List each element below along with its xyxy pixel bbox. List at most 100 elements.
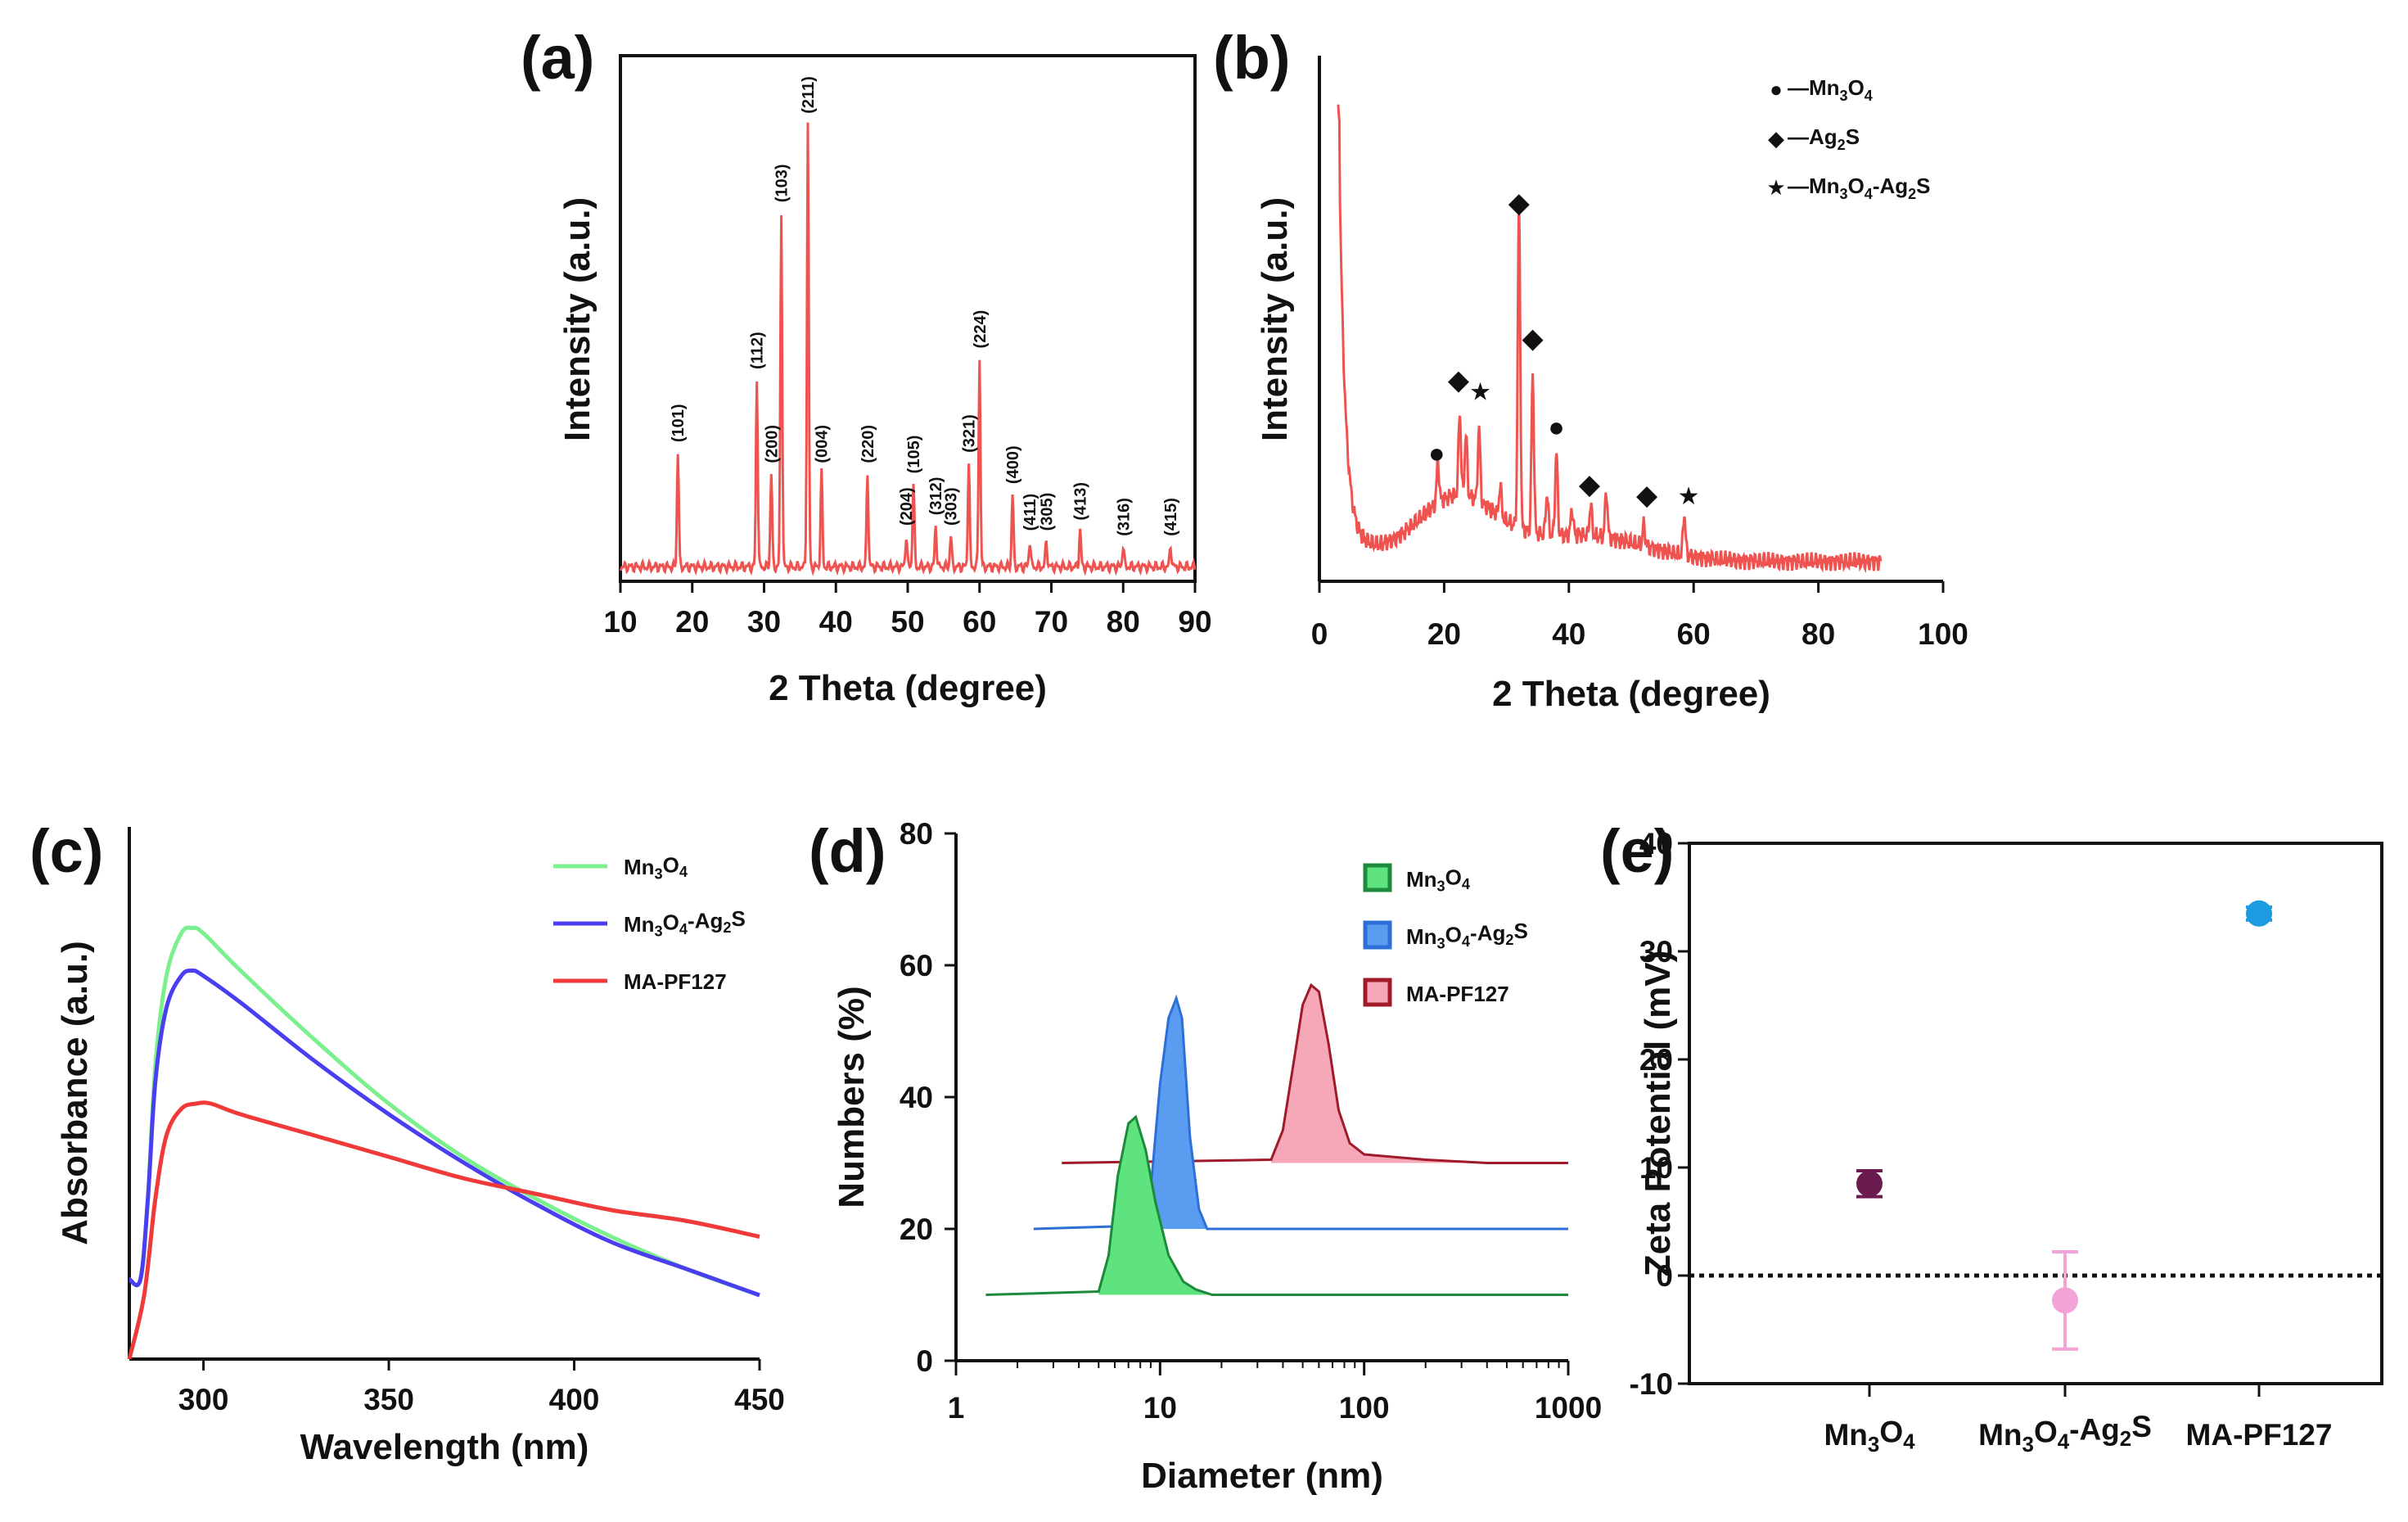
a-xtick-label: 90 (1178, 605, 1211, 639)
c-xtick-label: 450 (734, 1383, 785, 1416)
b-xtick-label: 60 (1677, 617, 1711, 651)
legend-entry: Mn3O4-Ag2S (1406, 919, 1528, 951)
panel-c-xlabel: Wavelength (nm) (300, 1427, 589, 1467)
c-xtick-label: 350 (363, 1383, 414, 1416)
panel-b: (b) 0 20 40 60 80 100 ●◆ ★◆◆●◆ ◆ ★ ● —Mn3O4◆ —Ag2S… (1213, 24, 1968, 714)
peak-label: (224) (972, 310, 990, 349)
e-ytick-label: 40 (1639, 827, 1673, 860)
b-xtick-label: 40 (1552, 617, 1585, 651)
legend-marker: ★ (1766, 175, 1785, 200)
legend-marker: ● (1770, 77, 1783, 102)
phase-marker: ◆ (1636, 480, 1658, 511)
panel-b-xlabel: 2 Theta (degree) (1492, 674, 1770, 714)
zeta-point (2246, 900, 2272, 927)
legend-entry: MA-PF127 (624, 969, 727, 994)
c-xtick-label: 400 (549, 1383, 600, 1416)
e-ytick-label: 20 (1639, 1043, 1673, 1077)
e-xtick-label: Mn3O4 (1824, 1416, 1915, 1457)
size-distribution-curve (1062, 982, 1568, 1164)
peak-label: (321) (961, 414, 979, 453)
a-xtick-label: 40 (819, 605, 853, 639)
legend-swatch (1363, 978, 1392, 1007)
peak-label: (105) (905, 436, 923, 474)
d-ytick-label: 60 (900, 949, 933, 982)
b-xtick-label: 80 (1801, 617, 1835, 651)
e-ytick-label: 0 (1656, 1259, 1673, 1293)
phase-marker: ◆ (1579, 469, 1601, 500)
legend-entry: Mn3O4-Ag2S (624, 906, 746, 939)
a-xtick-label: 20 (675, 605, 709, 639)
b-xtick-label: 0 (1311, 617, 1328, 651)
legend-marker: ◆ (1768, 126, 1784, 151)
peak-label: (415) (1162, 498, 1180, 536)
phase-marker: ● (1548, 412, 1565, 443)
legend-entry: —Ag2S (1788, 124, 1860, 153)
e-xtick-label: Mn3O4-Ag2S (1978, 1410, 2152, 1457)
zeta-point (2052, 1287, 2078, 1314)
panel-b-label: (b) (1213, 24, 1291, 92)
a-xtick-label: 60 (963, 605, 996, 639)
peak-label: (312) (927, 477, 945, 516)
xrd-a-trace (619, 122, 1197, 576)
e-ytick-label: -10 (1630, 1367, 1673, 1401)
size-distribution-fill (1271, 985, 1487, 1163)
b-xtick-label: 20 (1427, 617, 1461, 651)
legend-swatch (1363, 920, 1392, 950)
peak-label: (101) (670, 404, 688, 442)
a-xtick-label: 10 (603, 605, 637, 639)
d-xtick-label: 1000 (1535, 1391, 1602, 1425)
xrd-b-trace (1337, 104, 1883, 574)
e-ytick-label: 10 (1639, 1151, 1673, 1185)
d-ytick-label: 0 (916, 1344, 933, 1378)
phase-marker: ◆ (1448, 365, 1470, 396)
absorbance-curve (128, 968, 760, 1298)
e-ytick-label: 30 (1639, 935, 1673, 969)
a-xtick-label: 30 (747, 605, 781, 639)
panel-a-label: (a) (521, 24, 594, 92)
d-ytick-label: 80 (900, 817, 933, 851)
peak-label: (316) (1115, 498, 1133, 536)
b-xtick-label: 100 (1918, 617, 1968, 651)
d-xtick-label: 1 (948, 1391, 965, 1425)
panel-c-label: (c) (29, 817, 103, 885)
panel-c: (c) 300 350 400 450 Mn3O4 Mn3O4-Ag2S MA-PF127… (29, 817, 785, 1467)
panel-c-ylabel: Absorbance (a.u.) (55, 941, 95, 1245)
panel-a: (a) 10 20 30 40 50 60 70 80 90 (101) (112) (200) (1… (521, 24, 1212, 708)
phase-marker: ★ (1678, 483, 1700, 510)
peak-label: (200) (763, 425, 781, 463)
legend-entry: MA-PF127 (1406, 982, 1509, 1006)
peak-label: (103) (773, 164, 791, 202)
panel-e-ylabel: Zeta Potential (mV) (1638, 951, 1678, 1277)
d-ytick-label: 40 (900, 1081, 933, 1114)
phase-marker: ★ (1469, 378, 1491, 405)
a-xtick-label: 50 (891, 605, 924, 639)
legend-entry: —Mn3O4-Ag2S (1788, 174, 1931, 202)
size-distribution-fill (1140, 998, 1207, 1229)
legend-entry: Mn3O4 (624, 853, 688, 883)
panel-e: (e) -10 0 10 20 30 40 Mn3O4 Mn3O4-Ag2S MA-PF127… (1600, 817, 2383, 1457)
panel-d-xlabel: Diameter (nm) (1141, 1456, 1383, 1496)
legend-entry: —Mn3O4 (1788, 75, 1873, 104)
a-xtick-label: 80 (1107, 605, 1140, 639)
peak-label: (220) (859, 425, 877, 463)
panel-d-ylabel: Numbers (%) (832, 986, 872, 1208)
panel-b-ylabel: Intensity (a.u.) (1255, 197, 1295, 441)
d-xtick-label: 10 (1143, 1391, 1177, 1425)
peak-label: (004) (814, 425, 832, 463)
d-ytick-label: 20 (900, 1213, 933, 1246)
phase-marker: ◆ (1522, 323, 1544, 355)
panel-e-label: (e) (1600, 817, 1674, 885)
phase-marker: ● (1428, 438, 1445, 469)
legend-swatch (1363, 863, 1392, 892)
peak-label: (411) (1021, 494, 1039, 531)
peak-label: (211) (800, 76, 818, 114)
panel-a-xlabel: 2 Theta (degree) (769, 668, 1047, 708)
peak-label: (112) (749, 332, 767, 369)
e-xtick-label: MA-PF127 (2186, 1418, 2333, 1452)
peak-label: (303) (943, 487, 961, 526)
peak-label: (204) (898, 487, 916, 526)
panel-d-label: (d) (809, 817, 886, 885)
panel-d: (d) 0 20 40 60 80 1 10 100 1000 Mn3O4 Mn3O4-Ag2S M… (809, 817, 1602, 1496)
panel-e-frame (1688, 842, 2383, 1385)
